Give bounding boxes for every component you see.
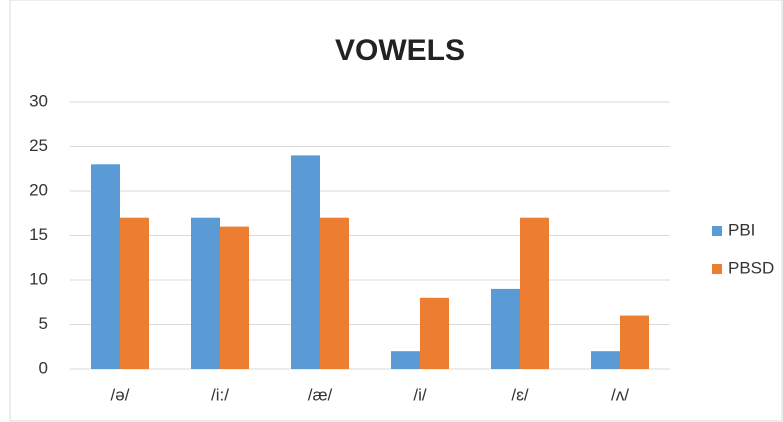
y-tick-label: 20 xyxy=(29,180,48,199)
bar xyxy=(520,217,549,369)
bar xyxy=(620,315,649,369)
y-tick-label: 30 xyxy=(29,91,48,110)
bar xyxy=(391,351,420,369)
y-tick-label: 25 xyxy=(29,136,48,155)
bar xyxy=(191,217,220,369)
y-tick-label: 0 xyxy=(39,358,48,377)
x-tick-label: /i/ xyxy=(413,385,427,404)
y-tick-label: 15 xyxy=(29,225,48,244)
legend-swatch xyxy=(712,226,722,236)
legend-label: PBI xyxy=(728,220,755,239)
x-tick-label: /ɛ/ xyxy=(511,385,529,404)
x-tick-label: /ʌ/ xyxy=(611,385,629,404)
y-tick-label: 5 xyxy=(39,314,48,333)
x-tick-label: /ə/ xyxy=(111,385,130,404)
bar xyxy=(320,217,349,369)
bar xyxy=(120,217,149,369)
x-tick-label: /i:/ xyxy=(211,385,229,404)
bar xyxy=(420,297,449,369)
bar xyxy=(291,155,320,369)
bar xyxy=(491,288,520,369)
chart-title: VOWELS xyxy=(335,34,465,67)
y-tick-label: 10 xyxy=(29,269,48,288)
bar xyxy=(91,164,120,369)
x-tick-label: /æ/ xyxy=(308,385,333,404)
legend-label: PBSD xyxy=(728,258,774,277)
bar xyxy=(591,351,620,369)
bar xyxy=(220,226,249,369)
legend-swatch xyxy=(712,264,722,274)
